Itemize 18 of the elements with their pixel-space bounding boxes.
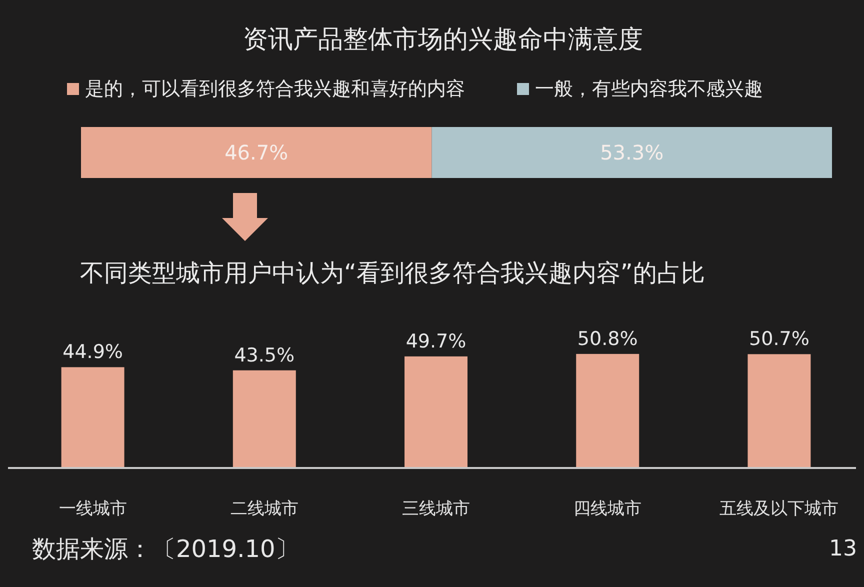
data-label: 50.7% — [749, 328, 810, 350]
legend-label: 一般，有些内容我不感兴趣 — [535, 78, 763, 100]
legend-label: 是的，可以看到很多符合我兴趣和喜好的内容 — [85, 78, 465, 100]
x-tick-label: 二线城市 — [230, 499, 298, 519]
x-tick-label: 一线城市 — [58, 499, 127, 519]
data-label: 49.7% — [406, 330, 466, 352]
data-label: 46.7% — [224, 140, 288, 164]
data-label: 50.8% — [577, 328, 638, 350]
data-label: 43.5% — [234, 344, 295, 366]
x-tick-label: 三线城市 — [402, 499, 470, 519]
x-tick-label: 四线城市 — [574, 499, 642, 519]
text: 13 — [829, 536, 857, 562]
source-note: 数据来源：〔2019.10〕 — [32, 535, 300, 563]
x-tick-label: 五线及以下城市 — [720, 499, 839, 519]
chart-title: 不同类型城市用户中认为“看到很多符合我兴趣内容”的占比 — [80, 259, 705, 287]
data-label: 44.9% — [62, 341, 123, 364]
data-label: 53.3% — [600, 140, 664, 164]
chart-title: 资讯产品整体市场的兴趣命中满意度 — [243, 24, 643, 54]
